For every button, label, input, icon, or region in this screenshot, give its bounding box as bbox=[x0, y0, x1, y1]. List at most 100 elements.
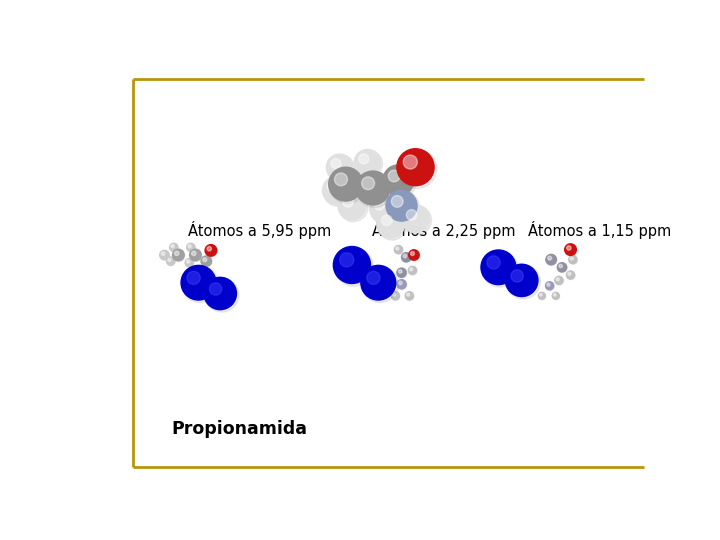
Ellipse shape bbox=[398, 150, 437, 188]
Circle shape bbox=[570, 257, 573, 260]
Circle shape bbox=[210, 283, 222, 295]
Circle shape bbox=[409, 250, 419, 260]
Ellipse shape bbox=[539, 293, 546, 300]
Circle shape bbox=[207, 247, 212, 251]
Circle shape bbox=[323, 177, 351, 204]
Circle shape bbox=[564, 244, 576, 255]
Ellipse shape bbox=[202, 256, 212, 267]
Circle shape bbox=[547, 283, 550, 286]
Circle shape bbox=[185, 259, 193, 267]
Circle shape bbox=[397, 148, 434, 186]
Ellipse shape bbox=[182, 266, 219, 302]
Text: Átomos a 5,95 ppm: Átomos a 5,95 ppm bbox=[188, 221, 331, 239]
Circle shape bbox=[329, 167, 363, 201]
Ellipse shape bbox=[370, 197, 398, 224]
Circle shape bbox=[354, 150, 381, 176]
Circle shape bbox=[403, 155, 418, 169]
Circle shape bbox=[331, 159, 341, 168]
Ellipse shape bbox=[397, 268, 407, 278]
Ellipse shape bbox=[356, 172, 392, 207]
Circle shape bbox=[548, 256, 552, 260]
Circle shape bbox=[567, 271, 575, 279]
Circle shape bbox=[173, 249, 184, 261]
Circle shape bbox=[555, 276, 563, 285]
Circle shape bbox=[343, 197, 354, 207]
Circle shape bbox=[410, 268, 413, 271]
Circle shape bbox=[370, 195, 396, 222]
Circle shape bbox=[170, 243, 178, 251]
Ellipse shape bbox=[569, 256, 577, 264]
Circle shape bbox=[187, 271, 200, 285]
Circle shape bbox=[181, 265, 216, 300]
Ellipse shape bbox=[546, 255, 557, 266]
Circle shape bbox=[361, 265, 396, 300]
Circle shape bbox=[402, 205, 429, 233]
Ellipse shape bbox=[190, 249, 202, 262]
Circle shape bbox=[203, 258, 207, 262]
Circle shape bbox=[403, 254, 407, 258]
Circle shape bbox=[407, 293, 410, 296]
Ellipse shape bbox=[402, 206, 431, 235]
Circle shape bbox=[395, 246, 402, 254]
Ellipse shape bbox=[482, 251, 518, 287]
Circle shape bbox=[397, 280, 406, 289]
Ellipse shape bbox=[187, 244, 195, 252]
Text: Átomos a 1,15 ppm: Átomos a 1,15 ppm bbox=[528, 221, 671, 239]
Circle shape bbox=[405, 292, 413, 300]
Ellipse shape bbox=[546, 282, 554, 291]
Ellipse shape bbox=[557, 263, 567, 273]
Ellipse shape bbox=[377, 211, 407, 240]
Ellipse shape bbox=[160, 251, 170, 260]
Ellipse shape bbox=[170, 244, 179, 252]
Circle shape bbox=[554, 294, 556, 296]
Ellipse shape bbox=[506, 265, 541, 299]
Circle shape bbox=[359, 154, 369, 164]
Circle shape bbox=[166, 257, 175, 265]
Ellipse shape bbox=[552, 293, 559, 300]
Circle shape bbox=[192, 251, 196, 255]
Ellipse shape bbox=[323, 177, 353, 206]
Circle shape bbox=[557, 262, 567, 272]
Ellipse shape bbox=[334, 247, 374, 286]
Circle shape bbox=[391, 292, 400, 300]
Ellipse shape bbox=[392, 292, 400, 300]
Ellipse shape bbox=[395, 246, 403, 254]
Circle shape bbox=[397, 268, 406, 278]
Circle shape bbox=[201, 256, 212, 266]
Circle shape bbox=[326, 154, 353, 180]
Ellipse shape bbox=[355, 150, 382, 178]
Circle shape bbox=[568, 272, 571, 275]
Circle shape bbox=[392, 293, 396, 296]
Circle shape bbox=[189, 249, 201, 261]
Circle shape bbox=[186, 243, 195, 251]
Text: Átomos a 2,25 ppm: Átomos a 2,25 ppm bbox=[372, 221, 516, 239]
Circle shape bbox=[366, 271, 380, 285]
Ellipse shape bbox=[397, 280, 407, 289]
Ellipse shape bbox=[185, 259, 194, 267]
Circle shape bbox=[161, 252, 165, 255]
Ellipse shape bbox=[555, 276, 564, 285]
Ellipse shape bbox=[405, 292, 414, 300]
Circle shape bbox=[338, 192, 366, 220]
Text: Propionamida: Propionamida bbox=[171, 420, 307, 438]
Circle shape bbox=[559, 264, 562, 268]
Circle shape bbox=[569, 255, 577, 264]
Circle shape bbox=[552, 292, 559, 299]
Circle shape bbox=[361, 177, 374, 190]
Circle shape bbox=[396, 247, 399, 250]
Circle shape bbox=[410, 252, 415, 255]
Circle shape bbox=[160, 251, 169, 260]
Circle shape bbox=[546, 254, 557, 265]
Circle shape bbox=[392, 195, 403, 207]
Circle shape bbox=[546, 282, 554, 290]
Ellipse shape bbox=[338, 193, 368, 221]
Circle shape bbox=[398, 281, 402, 285]
Ellipse shape bbox=[565, 244, 577, 256]
Circle shape bbox=[481, 250, 516, 285]
Ellipse shape bbox=[327, 155, 355, 183]
Circle shape bbox=[388, 170, 400, 182]
Circle shape bbox=[505, 264, 538, 296]
Circle shape bbox=[188, 245, 191, 248]
Circle shape bbox=[168, 259, 171, 261]
Circle shape bbox=[402, 253, 411, 262]
